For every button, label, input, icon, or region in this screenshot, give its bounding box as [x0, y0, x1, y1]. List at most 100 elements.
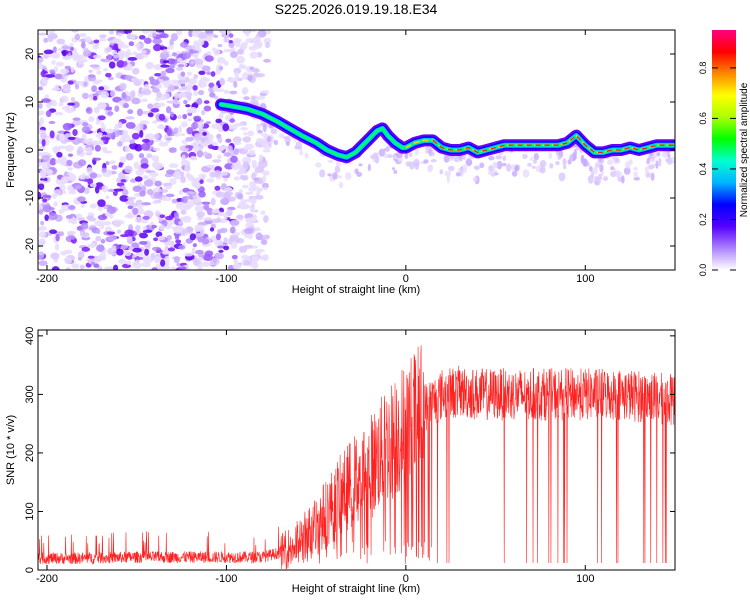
noise-blob [186, 71, 192, 76]
noise-blob [54, 111, 64, 116]
noise-blob [263, 187, 268, 191]
noise-blob [178, 189, 183, 195]
noise-blob [51, 266, 60, 270]
noise-blob [256, 186, 261, 195]
noise-blob [95, 235, 102, 242]
noise-blob [180, 209, 187, 215]
noise-blob [89, 203, 97, 209]
noise-blob [215, 68, 221, 75]
noise-blob [201, 238, 210, 245]
noise-blob [228, 124, 238, 131]
noise-blob [284, 136, 291, 144]
noise-blob [153, 187, 162, 194]
noise-blob [345, 172, 352, 180]
noise-blob [119, 82, 127, 91]
noise-blob [262, 175, 267, 183]
noise-blob [81, 172, 87, 180]
colorbar-tick-label: 0.2 [698, 213, 708, 226]
noise-blob [45, 74, 56, 78]
noise-blob [131, 77, 138, 83]
noise-blob [116, 60, 125, 68]
noise-blob [327, 173, 332, 177]
noise-blob [248, 149, 256, 156]
noise-blob [214, 252, 224, 260]
noise-blob [232, 140, 239, 145]
noise-blob [160, 70, 167, 77]
noise-blob [177, 57, 183, 63]
noise-blob [97, 115, 106, 121]
noise-blob [251, 95, 256, 101]
noise-blob [50, 252, 60, 260]
noise-blob [85, 139, 93, 146]
noise-blob [425, 146, 432, 151]
noise-blob [113, 43, 118, 50]
snr-series-line [38, 345, 675, 570]
noise-blob [127, 205, 134, 210]
noise-blob [526, 163, 533, 168]
noise-blob [153, 237, 159, 242]
noise-blob [251, 263, 259, 270]
noise-blob [159, 189, 169, 193]
noise-blob [569, 154, 574, 163]
noise-blob [80, 41, 86, 49]
noise-blob [610, 171, 617, 178]
noise-blob [68, 191, 77, 195]
colorbar-tick-label: 0.8 [698, 62, 708, 75]
snr-x-tick-label: -100 [215, 573, 237, 585]
noise-blob [234, 39, 241, 48]
noise-blob [539, 166, 546, 174]
noise-blob [623, 167, 631, 175]
noise-blob [202, 131, 207, 136]
noise-blob [229, 90, 238, 95]
noise-blob [113, 264, 119, 270]
noise-blob [45, 103, 52, 109]
snr-y-tick-label: 300 [24, 385, 36, 403]
noise-blob [117, 141, 123, 147]
noise-blob [180, 133, 186, 137]
noise-blob [38, 251, 44, 256]
noise-blob [67, 102, 75, 106]
noise-blob [170, 79, 180, 84]
noise-blob [315, 162, 322, 168]
noise-blob [157, 102, 166, 107]
noise-blob [204, 55, 214, 62]
spectrogram-x-tick-label: -100 [215, 273, 237, 285]
noise-blob [125, 116, 135, 120]
noise-blob [79, 33, 87, 38]
noise-blob [139, 122, 144, 131]
noise-blob [189, 155, 197, 161]
noise-blob [141, 202, 152, 206]
noise-blob [646, 158, 650, 165]
noise-blob [522, 169, 530, 178]
noise-blob [118, 259, 127, 264]
noise-blob [38, 158, 42, 164]
noise-blob [132, 185, 142, 192]
noise-blob [166, 128, 173, 137]
noise-blob [225, 138, 232, 143]
noise-blob [136, 108, 143, 117]
noise-blob [429, 151, 435, 156]
noise-blob [592, 166, 598, 175]
noise-blob [234, 232, 241, 236]
noise-blob [197, 89, 205, 96]
noise-blob [76, 55, 82, 61]
noise-blob [393, 170, 398, 174]
noise-blob [75, 213, 82, 219]
noise-blob [539, 159, 547, 168]
noise-blob [132, 67, 140, 75]
noise-blob [44, 94, 50, 98]
noise-blob [615, 171, 623, 178]
noise-blob [98, 86, 105, 91]
noise-blob [55, 61, 65, 67]
noise-blob [42, 65, 47, 70]
noise-blob [38, 103, 43, 109]
noise-blob [246, 218, 252, 223]
noise-blob [56, 38, 66, 45]
noise-blob [177, 79, 187, 85]
noise-blob [71, 120, 82, 126]
noise-blob [138, 240, 148, 245]
noise-blob [101, 185, 109, 193]
noise-blob [88, 69, 93, 73]
noise-blob [185, 136, 194, 142]
noise-blob [80, 222, 89, 230]
